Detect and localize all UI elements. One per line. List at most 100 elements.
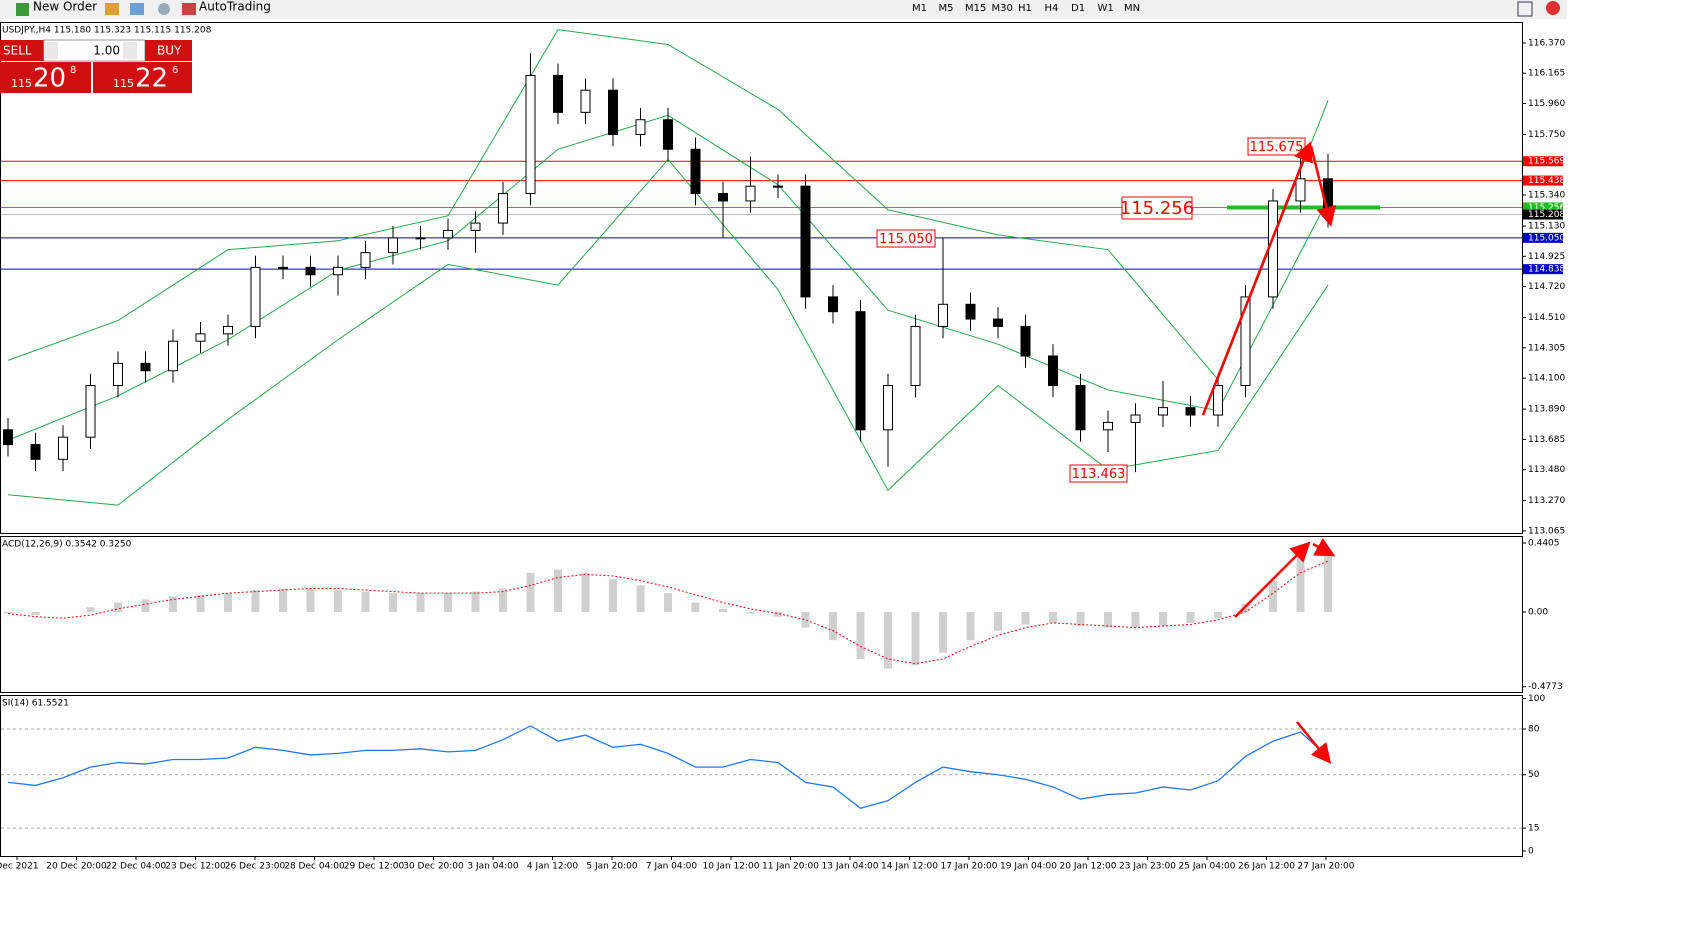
buy-label[interactable]: BUY — [157, 44, 182, 58]
new-order-button[interactable]: New Order — [33, 0, 97, 14]
macd-bar — [719, 608, 727, 612]
x-tick-label: 26 Jan 12:00 — [1238, 862, 1295, 872]
autotrading-icon[interactable] — [182, 3, 196, 15]
timeframe-button[interactable]: W1 — [1098, 3, 1114, 14]
macd-bar — [169, 596, 177, 612]
annotation: 115.050 — [879, 232, 933, 247]
candle-body — [250, 266, 261, 327]
bid-box[interactable] — [0, 62, 91, 93]
macd-bar — [196, 594, 205, 612]
candle-body — [718, 193, 728, 202]
macd-bar — [609, 579, 617, 612]
macd-bar — [306, 588, 315, 612]
candle-body — [58, 436, 68, 460]
candle-body — [910, 325, 921, 387]
y-tick-label: 100 — [1528, 694, 1545, 704]
y-tick-label: 50 — [1528, 770, 1540, 780]
bid-main: 20 — [33, 64, 66, 94]
rsi-line — [7, 725, 1329, 809]
macd-bar — [801, 611, 810, 628]
x-tick-label: 17 Jan 20:00 — [941, 862, 998, 872]
candle-body — [305, 266, 316, 276]
macd-bar — [911, 611, 920, 666]
candle-body — [498, 193, 508, 224]
macd-bar — [856, 611, 865, 659]
macd-bar — [664, 593, 672, 612]
lot-down[interactable] — [44, 42, 58, 59]
y-tick-label: 113.065 — [1528, 526, 1565, 536]
macd-bar — [1049, 611, 1057, 623]
y-tick-label: 113.270 — [1528, 496, 1565, 506]
candle-body — [1020, 325, 1031, 357]
sell-button[interactable] — [0, 40, 44, 61]
x-tick-label: 20 Dec 20:00 — [46, 862, 107, 872]
candle-body — [1075, 385, 1086, 431]
candle-body — [1268, 200, 1278, 298]
macd-signal — [7, 560, 1329, 665]
y-tick-label: 115.960 — [1528, 99, 1565, 109]
candle-body — [3, 429, 13, 446]
level-tag — [1523, 232, 1563, 243]
level-tag — [1523, 202, 1563, 213]
x-tick-label: 11 Jan 20:00 — [762, 862, 819, 872]
y-tick-label: 114.305 — [1528, 343, 1565, 353]
sell-label[interactable]: SELL — [3, 44, 32, 58]
notification-badge[interactable] — [1546, 1, 1560, 15]
candle-body — [333, 266, 343, 276]
timeframe-button[interactable]: MN — [1124, 3, 1140, 14]
arrow — [1234, 541, 1311, 618]
macd-bar — [1021, 611, 1030, 625]
y-tick-label: 113.480 — [1528, 465, 1565, 475]
x-tick-label: 25 Jan 04:00 — [1179, 862, 1236, 872]
candle-body — [388, 237, 398, 254]
candle-body — [553, 74, 563, 113]
macd-bar — [499, 588, 507, 612]
x-tick-label: 13 Jan 04:00 — [822, 862, 879, 872]
ask-pip: 6 — [172, 65, 178, 76]
candle-body — [1103, 421, 1113, 431]
candle-body — [1048, 355, 1058, 387]
level-tag — [1523, 209, 1563, 220]
macd-bar — [884, 611, 892, 669]
timeframe-button[interactable]: M1 — [912, 3, 927, 14]
candle-body — [223, 325, 233, 335]
timeframe-button[interactable]: H1 — [1018, 3, 1032, 14]
new-order-icon[interactable] — [16, 3, 29, 16]
timeframe-button[interactable]: M30 — [992, 3, 1013, 14]
arrow — [1312, 537, 1336, 557]
level-tag — [1523, 264, 1563, 275]
x-tick-label: 30 Dec 20:00 — [403, 862, 464, 872]
tool-icon[interactable] — [105, 3, 119, 15]
timeframe-button[interactable]: D1 — [1071, 3, 1085, 14]
macd-bar — [31, 611, 40, 616]
ask-box[interactable] — [93, 62, 192, 93]
level-tag — [1523, 175, 1563, 186]
x-tick-label: 10 Jan 12:00 — [703, 862, 760, 872]
macd-bar — [829, 611, 837, 641]
candle-body — [993, 318, 1003, 327]
arrow — [1309, 145, 1337, 227]
timeframe-button[interactable]: M15 — [965, 3, 986, 14]
macd-panel — [0, 536, 1523, 693]
macd-bar — [416, 593, 425, 612]
macd-bar — [966, 611, 975, 641]
candle-body — [1240, 296, 1251, 387]
tool-icon[interactable] — [158, 3, 170, 15]
timeframe-button[interactable]: H4 — [1045, 3, 1059, 14]
candle-body — [635, 119, 646, 136]
candle-body — [800, 185, 811, 298]
timeframe-button[interactable]: M5 — [939, 3, 954, 14]
lot-value[interactable]: 1.00 — [93, 44, 120, 58]
search-icon[interactable] — [1517, 1, 1533, 17]
x-tick-label: 3 Jan 04:00 — [467, 862, 519, 872]
lot-up[interactable] — [123, 42, 137, 59]
candle-body — [745, 185, 756, 202]
x-tick-label: 7 Jan 04:00 — [646, 862, 698, 872]
candle-body — [1185, 407, 1196, 416]
y-tick-label: 113.685 — [1528, 435, 1565, 445]
tool-icon[interactable] — [130, 3, 144, 15]
buy-button[interactable] — [145, 40, 192, 61]
autotrading-button[interactable]: AutoTrading — [199, 0, 271, 14]
ask-main: 22 — [135, 64, 168, 94]
